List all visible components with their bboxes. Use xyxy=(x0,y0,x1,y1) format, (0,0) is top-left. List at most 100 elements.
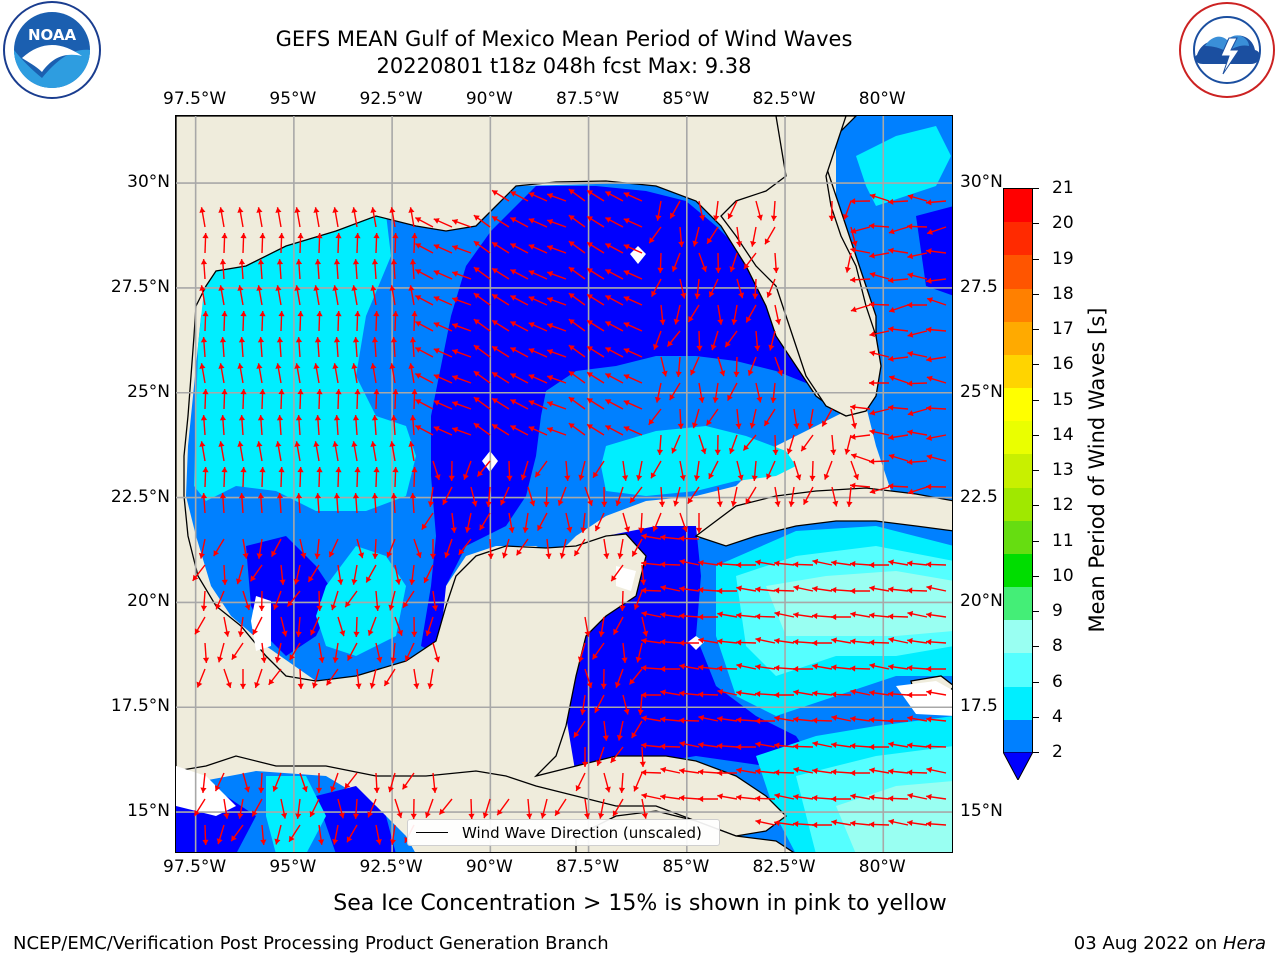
wave-arrow-head xyxy=(433,426,440,432)
colorbar-segment xyxy=(1004,653,1032,688)
wave-arrow-head xyxy=(369,682,376,689)
wave-arrow-head xyxy=(568,319,575,325)
wave-arrow-head xyxy=(869,222,875,230)
wave-field xyxy=(176,116,952,852)
wave-arrow-head xyxy=(330,786,337,792)
wave-arrow-head xyxy=(615,500,622,507)
wave-arrow-head xyxy=(202,311,209,317)
wave-arrow-head xyxy=(202,839,209,845)
wave-arrow-head xyxy=(631,732,637,739)
wave-arrow-head xyxy=(926,356,932,363)
wave-arrow-head xyxy=(240,311,247,317)
wave-arrow-head xyxy=(605,399,612,405)
wave-arrow-head xyxy=(907,819,913,826)
wave-arrow-head xyxy=(869,271,876,278)
wave-arrow-head xyxy=(492,216,499,222)
wave-arrow-head xyxy=(308,575,314,582)
wave-arrow-head xyxy=(793,584,800,591)
wave-arrow-head xyxy=(429,553,437,559)
wave-arrow-head xyxy=(315,787,323,793)
wave-arrow-head xyxy=(200,259,208,265)
wave-arrow-head xyxy=(463,473,469,480)
lat-label-right: 17.5 xyxy=(960,696,998,717)
wave-arrow-head xyxy=(427,683,434,689)
wave-arrow-head xyxy=(648,418,655,425)
colorbar-tick xyxy=(1033,329,1039,330)
wave-arrow-head xyxy=(294,363,301,369)
wave-arrow-head xyxy=(316,467,323,473)
wave-arrow-head xyxy=(717,319,724,325)
wave-arrow-head xyxy=(257,337,265,343)
wave-arrow-head xyxy=(812,717,818,724)
wave-arrow-head xyxy=(623,348,630,354)
wave-arrow-head xyxy=(492,242,499,248)
wave-arrow-head xyxy=(351,207,358,213)
wave-arrow-head xyxy=(831,559,837,566)
wave-arrow-head xyxy=(927,297,933,304)
wave-arrow-head xyxy=(510,373,517,379)
map-panel xyxy=(175,115,953,853)
band-4-6-atlantic xyxy=(856,126,951,206)
wave-arrow-head xyxy=(409,415,417,421)
wave-arrow-head xyxy=(793,638,799,646)
colorbar-tick xyxy=(1033,505,1039,507)
wave-arrow-head xyxy=(473,371,480,377)
wave-arrow-head xyxy=(293,578,300,585)
wave-arrow-head xyxy=(888,717,894,725)
wave-arrow-head xyxy=(473,215,480,221)
wave-arrow-head xyxy=(594,525,601,532)
wave-arrow-head xyxy=(259,467,266,473)
wave-arrow-head xyxy=(641,769,647,776)
wave-arrow-head xyxy=(352,337,360,343)
wave-arrow-head xyxy=(717,688,724,695)
wave-arrow-head xyxy=(492,294,499,300)
noaa-logo: NOAA xyxy=(3,1,101,99)
wave-arrow-head xyxy=(411,233,418,239)
wave-arrow-head xyxy=(604,786,611,793)
wave-arrow-head xyxy=(510,269,517,275)
wave-arrow-head xyxy=(667,340,674,347)
wave-arrow-head xyxy=(310,629,316,636)
colorbar-segment xyxy=(1004,321,1032,356)
wave-arrow-head xyxy=(433,322,440,328)
wave-arrow-head xyxy=(907,301,913,309)
wave-arrow-head xyxy=(698,559,704,566)
wave-arrow-head xyxy=(700,448,707,455)
wave-arrow-head xyxy=(698,795,704,803)
wave-arrow-head xyxy=(581,761,589,767)
wave-arrow-head xyxy=(392,389,399,395)
colorbar-tick-label: 14 xyxy=(1052,424,1074,445)
wave-arrow-head xyxy=(452,271,459,277)
wave-arrow-head xyxy=(656,449,664,455)
wave-arrow-head xyxy=(522,527,529,533)
wave-arrow-head xyxy=(309,810,316,817)
footer-host: Hera xyxy=(1222,933,1266,954)
chart-title: GEFS MEAN Gulf of Mexico Mean Period of … xyxy=(275,27,853,51)
wave-arrow-head xyxy=(335,311,342,317)
wave-arrow-head xyxy=(812,767,818,774)
wave-arrow-head xyxy=(528,296,535,302)
wave-arrow-head xyxy=(660,611,666,618)
colorbar-tick xyxy=(1033,399,1039,401)
wave-arrow-head xyxy=(547,297,554,303)
wave-arrow-head xyxy=(755,690,761,698)
wave-arrow-head xyxy=(907,429,913,436)
wave-arrow-head xyxy=(907,664,913,672)
wave-arrow-head xyxy=(192,574,199,581)
wave-arrow-head xyxy=(598,631,605,637)
wave-arrow-head xyxy=(605,295,612,301)
wave-arrow-head xyxy=(907,380,913,387)
wave-arrow-head xyxy=(738,292,745,299)
band-8-9-carib-south xyxy=(836,781,952,852)
wave-arrow-head xyxy=(202,389,209,395)
wave-arrow-head xyxy=(678,241,685,247)
wave-arrow-head xyxy=(727,394,733,401)
colorbar-tick xyxy=(1033,188,1039,189)
lat-label-left: 27.5°N xyxy=(110,276,170,297)
wave-arrow-head xyxy=(889,306,895,313)
wave-arrow-head xyxy=(528,322,535,328)
wave-arrow-head xyxy=(433,244,440,250)
wave-arrow-head xyxy=(219,259,227,265)
wave-arrow-head xyxy=(410,813,417,819)
wave-arrow-head xyxy=(605,191,612,197)
